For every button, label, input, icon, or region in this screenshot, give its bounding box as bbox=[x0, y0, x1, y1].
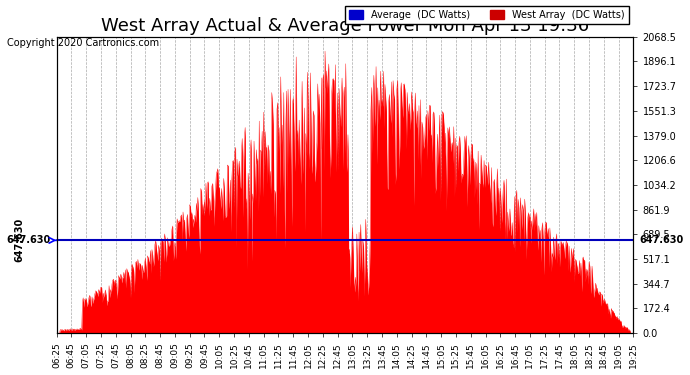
Text: 647.630: 647.630 bbox=[14, 218, 25, 262]
Text: 647.630: 647.630 bbox=[6, 236, 51, 245]
Legend: Average  (DC Watts), West Array  (DC Watts): Average (DC Watts), West Array (DC Watts… bbox=[345, 6, 629, 24]
Text: Copyright 2020 Cartronics.com: Copyright 2020 Cartronics.com bbox=[7, 38, 159, 48]
Title: West Array Actual & Average Power Mon Apr 13 19:36: West Array Actual & Average Power Mon Ap… bbox=[101, 17, 589, 35]
Text: 647.630: 647.630 bbox=[639, 236, 684, 245]
